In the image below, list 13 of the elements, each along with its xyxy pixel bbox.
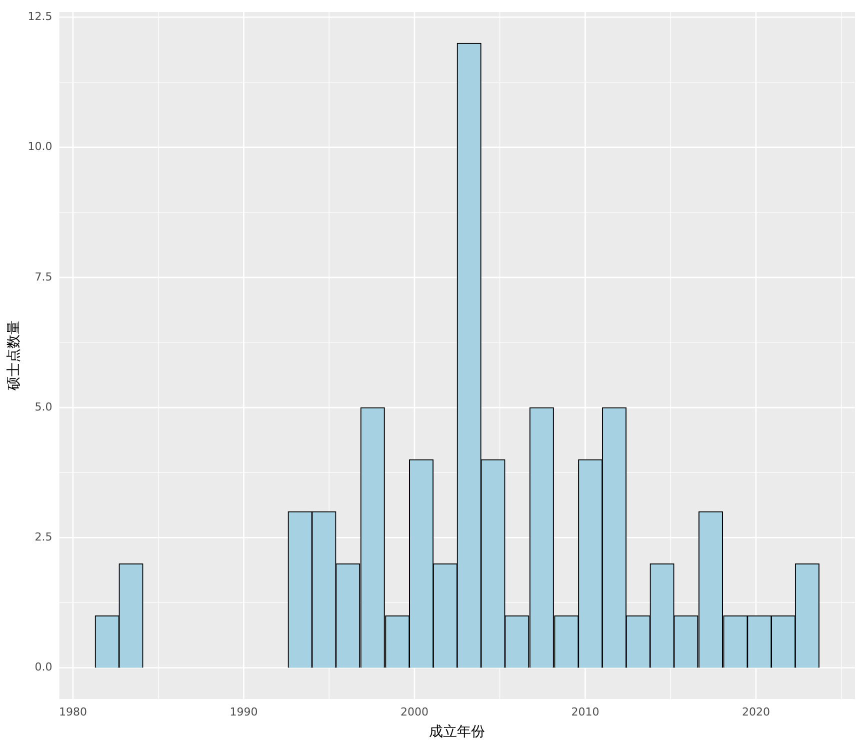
x-axis-title: 成立年份 xyxy=(429,724,486,740)
x-tick-label: 2010 xyxy=(571,705,600,718)
y-tick-label: 10.0 xyxy=(28,140,52,154)
y-tick-label: 7.5 xyxy=(34,270,52,284)
x-tick-label: 1990 xyxy=(230,705,258,718)
y-tick-label: 0.0 xyxy=(34,660,52,674)
x-tick-label: 2020 xyxy=(742,705,770,718)
y-axis-title: 硕士点数量 xyxy=(6,320,22,392)
y-tick-label: 5.0 xyxy=(34,400,52,414)
x-tick-label: 2000 xyxy=(400,705,428,718)
x-tick-label: 1980 xyxy=(58,705,87,718)
y-tick-label: 12.5 xyxy=(28,10,52,24)
y-tick-label: 2.5 xyxy=(34,530,52,544)
